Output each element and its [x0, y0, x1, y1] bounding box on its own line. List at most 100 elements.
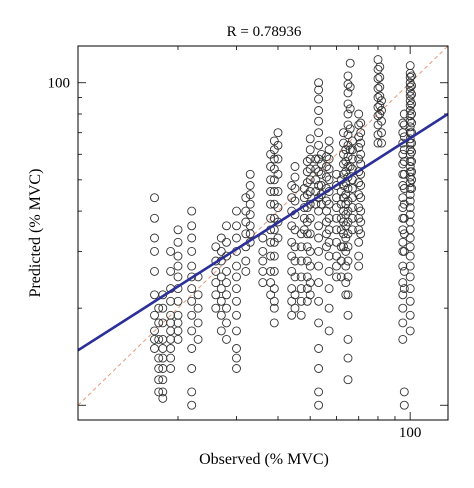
data-point: [245, 229, 255, 239]
data-point: [324, 326, 334, 336]
data-point: [343, 375, 353, 385]
data-point: [407, 99, 417, 109]
data-point: [187, 221, 197, 231]
data-point: [345, 104, 355, 114]
data-point: [314, 387, 324, 397]
identity-line: [78, 46, 448, 406]
data-point: [377, 106, 386, 115]
data-point: [398, 138, 408, 148]
data-point: [158, 393, 168, 403]
data-point: [290, 290, 300, 300]
data-point: [324, 266, 334, 276]
data-point: [377, 116, 386, 126]
data-point: [290, 162, 300, 171]
data-point: [347, 225, 357, 235]
data-point: [324, 303, 334, 313]
data-point: [345, 58, 355, 68]
data-point: [316, 149, 326, 159]
data-point: [302, 242, 312, 252]
data-point: [399, 266, 409, 276]
data-point: [150, 326, 159, 336]
data-point: [193, 318, 203, 328]
data-point: [405, 116, 415, 126]
data-point: [187, 344, 197, 353]
data-point: [332, 193, 341, 203]
data-point: [405, 111, 415, 121]
data-point: [339, 229, 348, 239]
data-point: [314, 94, 324, 104]
data-point: [347, 213, 357, 223]
data-point: [222, 290, 231, 300]
data-point: [290, 242, 300, 252]
data-point: [187, 284, 197, 294]
data-point: [173, 261, 183, 271]
data-point: [405, 172, 415, 182]
data-point: [341, 233, 351, 243]
data-point: [339, 128, 348, 138]
data-point: [222, 278, 231, 288]
data-point: [405, 210, 415, 220]
data-point: [258, 233, 268, 243]
data-point: [399, 184, 409, 193]
data-point: [173, 237, 183, 247]
data-point: [339, 242, 348, 252]
data-point: [311, 175, 321, 185]
data-point: [290, 172, 300, 182]
data-point: [216, 296, 226, 306]
data-point: [332, 237, 341, 247]
data-point: [377, 138, 386, 148]
data-point: [407, 175, 417, 185]
data-point: [314, 296, 324, 306]
data-point: [343, 162, 353, 171]
data-point: [311, 154, 321, 164]
data-point: [193, 334, 203, 344]
data-point: [314, 278, 324, 288]
data-point: [324, 154, 334, 164]
data-point: [296, 310, 306, 320]
data-point: [399, 284, 409, 294]
data-point: [232, 344, 241, 353]
data-point: [305, 290, 315, 300]
data-point: [345, 124, 355, 134]
data-point: [343, 272, 353, 282]
data-point: [375, 62, 385, 72]
data-point: [166, 334, 176, 344]
data-point: [273, 154, 283, 164]
data-point: [232, 221, 241, 231]
data-point: [324, 284, 334, 294]
data-point: [341, 278, 351, 288]
data-point: [216, 233, 226, 243]
data-point: [305, 134, 315, 144]
data-point: [339, 193, 348, 203]
data-point: [187, 400, 197, 410]
data-point: [398, 290, 408, 300]
data-point: [245, 199, 255, 209]
data-point: [187, 364, 197, 373]
data-point: [407, 147, 417, 157]
data-point: [187, 272, 197, 282]
data-point: [222, 251, 231, 261]
data-point: [375, 82, 385, 92]
data-point: [166, 326, 176, 336]
data-point: [343, 130, 353, 140]
data-point: [314, 140, 324, 150]
data-point: [314, 364, 324, 373]
data-point: [373, 138, 383, 148]
data-point: [232, 364, 241, 373]
data-point: [296, 242, 306, 252]
data-point: [187, 296, 197, 306]
data-point: [405, 162, 415, 171]
data-point: [324, 213, 334, 223]
data-point: [302, 190, 312, 200]
data-point: [232, 353, 241, 363]
data-point: [173, 251, 183, 261]
data-point: [173, 296, 183, 306]
data-point: [398, 303, 408, 313]
data-point: [258, 246, 268, 256]
data-point: [314, 246, 324, 256]
data-point: [314, 318, 324, 328]
data-point: [273, 203, 283, 213]
data-point: [193, 290, 203, 300]
data-point: [269, 154, 279, 164]
data-point: [332, 169, 341, 179]
